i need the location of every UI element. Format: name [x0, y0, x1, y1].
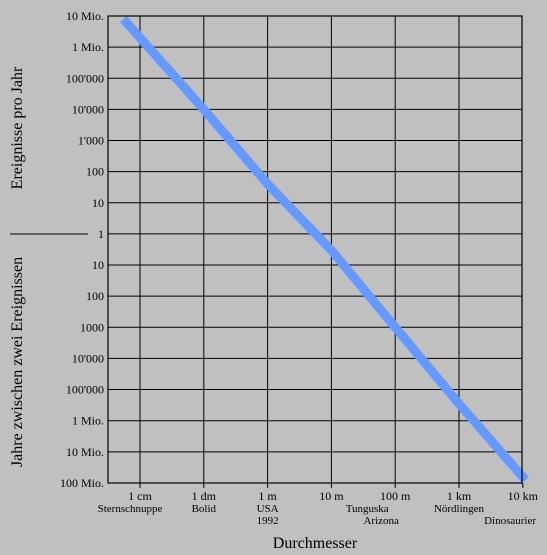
y-tick-label: 100'000 — [66, 71, 104, 85]
y-tick-label: 100 Mio. — [60, 476, 104, 490]
annotation-label: Arizona — [363, 515, 399, 527]
y-tick-label: 1000 — [80, 320, 104, 334]
y-tick-label: 100 — [86, 165, 104, 179]
y-tick-label: 100'000 — [66, 383, 104, 397]
plot-frame — [107, 15, 523, 484]
y-axis-title-top: Ereignisse pro Jahr — [9, 66, 26, 189]
series-layer — [120, 16, 529, 483]
grid — [108, 16, 522, 483]
x-tick-label: 1 km — [447, 489, 472, 503]
x-tick-label: 10 km — [508, 489, 539, 503]
y-tick-labels: 10 Mio. 1 Mio. 100'000 10'000 1'000 100 10 1 10 1… — [60, 9, 104, 490]
annotation-label: Tunguska — [346, 503, 389, 515]
y-tick-label: 10 — [92, 196, 104, 210]
y-tick-label: 10'000 — [72, 102, 104, 116]
annotation-label: 1992 — [257, 515, 279, 527]
y-tick-label: 1 Mio. — [72, 414, 104, 428]
x-tick-label: 1 dm — [192, 489, 217, 503]
y-tick-label: 10 Mio. — [66, 445, 104, 459]
annotation-label: Bolid — [192, 503, 217, 515]
y-tick-label: 10'000 — [72, 351, 104, 365]
x-tick-label: 100 m — [380, 489, 411, 503]
annotation-label: Dinosaurier — [484, 515, 536, 527]
annotation-label: USA — [257, 503, 279, 515]
y-tick-label: 1'000 — [78, 134, 104, 148]
x-tick-label: 10 m — [319, 489, 344, 503]
y-tick-label: 10 — [92, 258, 104, 272]
annotation-label: Sternschnuppe — [98, 503, 163, 515]
y-tick-label: 1 Mio. — [72, 40, 104, 54]
series-line — [120, 16, 529, 483]
x-tick-label: 1 cm — [128, 489, 152, 503]
x-tick-labels: 1 cm 1 dm 1 m 10 m 100 m 1 km 10 km — [128, 483, 539, 503]
y-tick-label: 1 — [98, 227, 104, 241]
y-tick-label: 100 — [86, 289, 104, 303]
y-tick-label: 10 Mio. — [66, 9, 104, 23]
x-tick-label: 1 m — [258, 489, 277, 503]
x-axis-title: Durchmesser — [273, 535, 358, 552]
y-axis-title-bottom: Jahre zwischen zwei Ereignissen — [9, 257, 26, 467]
annotation-label: Nördlingen — [434, 503, 485, 515]
